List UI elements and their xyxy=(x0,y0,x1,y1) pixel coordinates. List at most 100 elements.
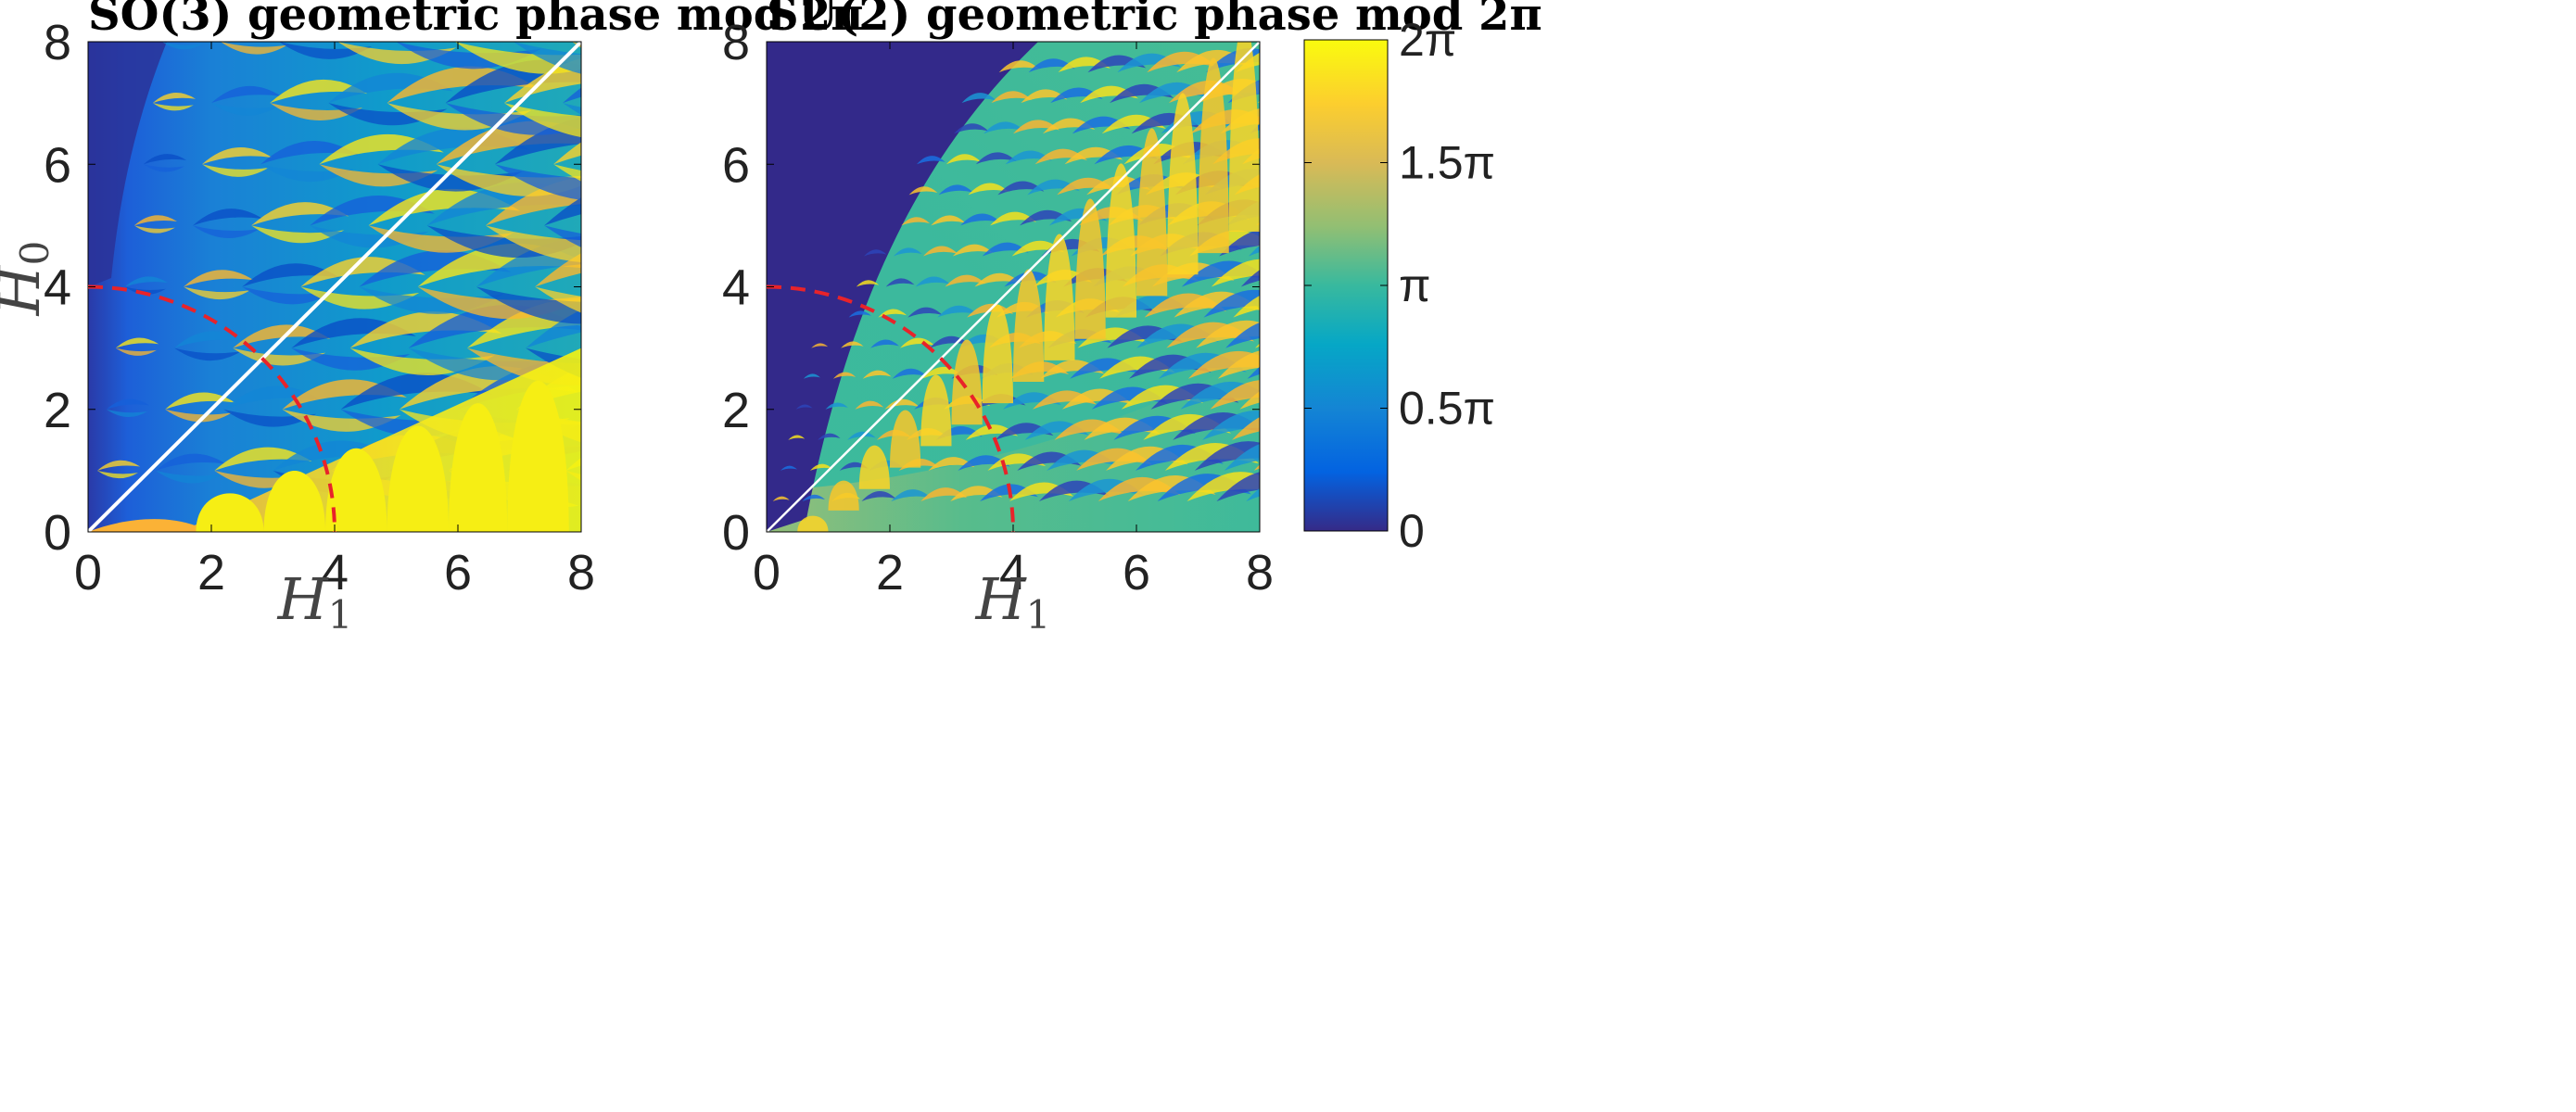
su2-fringe-arc xyxy=(982,242,1029,257)
su2-fringe-arc xyxy=(987,453,1047,471)
su2-fringe-arc xyxy=(931,215,966,226)
su2-fringe-arc xyxy=(825,402,848,410)
su2-fringe-arc xyxy=(975,152,1017,165)
su2-fringe-arc xyxy=(945,154,982,165)
so3-xtick-label: 0 xyxy=(74,545,102,600)
su2-fringe-arc xyxy=(997,181,1045,196)
su2-fringe-arc xyxy=(968,183,1009,196)
so3-fringe-arc xyxy=(96,460,141,471)
so3-fringe-arc xyxy=(242,286,336,305)
so3-fringe-arc xyxy=(494,164,581,200)
so3-dome xyxy=(507,380,569,532)
su2-fringe-arc xyxy=(1211,259,1260,287)
so3-fringe-arc xyxy=(223,385,322,410)
su2-fringe-arc xyxy=(1064,146,1123,165)
su2-fringe-arc xyxy=(1194,441,1260,471)
so3-fringe-arc xyxy=(535,253,581,287)
so3-fringe-arc xyxy=(260,164,354,183)
su2-fringe-arc xyxy=(1011,240,1065,257)
colorbar-ticks: 0 0.5π π 1.5π 2π xyxy=(1304,14,1495,557)
su2-fringe-arc xyxy=(1186,472,1260,501)
su2-fringe-arc xyxy=(935,426,983,440)
su2-fringe-arc xyxy=(885,278,915,287)
su2-dome xyxy=(1167,93,1199,275)
su2-dome xyxy=(1105,163,1136,318)
so3-fringe-arc xyxy=(233,324,331,348)
so3-fringe-arc xyxy=(184,270,254,287)
su2-fringe-arc xyxy=(855,400,884,410)
su2-xtick-label: 6 xyxy=(1123,545,1150,600)
su2-fringe-arc xyxy=(938,184,973,196)
so3-fringe-arc xyxy=(165,409,233,423)
colorbar-tick-label: 1.5π xyxy=(1399,137,1495,189)
so3-fringe-arc xyxy=(106,409,147,418)
so3-fringe-arc xyxy=(251,225,345,244)
so3-ytick-label: 4 xyxy=(44,260,71,316)
su2-fringe-arc xyxy=(928,457,975,471)
so3-fringe-arc xyxy=(156,453,226,471)
su2-fringe-arc xyxy=(899,337,935,348)
su2-fringe-arc xyxy=(795,404,813,410)
so3-fringe-arc xyxy=(133,225,175,234)
su2-fringe-arc xyxy=(1217,350,1260,379)
so3-fringe-arc xyxy=(233,348,326,366)
su2-ticks: 0 2 4 6 8 0 2 4 6 8 xyxy=(722,15,1274,600)
su2-fringe-arc xyxy=(1233,296,1260,318)
su2-dome xyxy=(797,515,829,532)
so3-fringe-arc xyxy=(156,470,223,484)
so3-fringe-arc xyxy=(211,85,282,104)
su2-fringe-arc xyxy=(998,60,1040,73)
so3-fringe-arc xyxy=(544,196,581,226)
su2-fringe-arc xyxy=(1187,350,1260,379)
su2-dark-region xyxy=(767,42,1038,532)
so3-dashed-circle xyxy=(87,284,336,533)
so3-fringe-arc xyxy=(211,103,278,116)
su2-fringe-arc xyxy=(920,487,968,501)
su2-fringe-arc xyxy=(884,398,920,410)
su2-fringe-arc xyxy=(847,431,876,440)
so3-fringe-arc xyxy=(124,286,166,295)
so3-fringe-arc xyxy=(476,286,581,324)
so3-fringe-arc xyxy=(152,92,197,104)
so3-fringe-arc xyxy=(223,409,317,427)
so3-fringe-arc xyxy=(202,147,273,165)
su2-xtick-label: 2 xyxy=(876,545,904,600)
su2-fringe-arc xyxy=(1249,245,1260,257)
so3-xtick-label: 6 xyxy=(444,545,472,600)
so3-fringe-arc xyxy=(174,348,242,361)
so3-fringe-arc xyxy=(260,140,359,165)
su2-fringe-arc xyxy=(1225,322,1260,348)
su2-fringe-arc xyxy=(1247,366,1260,379)
su2-fringe-arc xyxy=(1021,89,1068,104)
su2-fringe-arc xyxy=(1239,391,1260,410)
so3-fringe-arc xyxy=(193,208,263,226)
so3-fringe-arc xyxy=(553,164,581,182)
so3-dome xyxy=(449,403,508,532)
so3-ytick-label: 2 xyxy=(44,383,71,438)
su2-fringe-arc xyxy=(809,463,833,471)
su2-fringe-arc xyxy=(916,156,945,165)
so3-fringe-arc xyxy=(106,398,150,410)
so3-bottom-domes xyxy=(88,348,581,532)
su2-dome xyxy=(1044,234,1075,360)
su2-dome xyxy=(858,445,890,489)
so3-fringe-arc xyxy=(124,276,169,287)
so3-fringe-arc xyxy=(251,202,349,226)
su2-fringe-arc xyxy=(892,368,927,379)
su2-fringe-arc xyxy=(1257,100,1260,104)
so3-ticks: 0 2 4 6 8 0 2 4 6 8 xyxy=(44,15,595,600)
su2-fringe-arc xyxy=(907,307,943,318)
so3-fringe-arc xyxy=(544,225,581,247)
su2-fringe-arc xyxy=(983,121,1024,134)
su2-fringe-arc xyxy=(839,461,869,471)
su2-fringe-arc xyxy=(1216,472,1260,501)
su2-fringe-arc xyxy=(878,309,907,318)
so3-dome xyxy=(263,471,326,532)
colorbar-strip xyxy=(1303,39,1389,532)
su2-fringe-arc xyxy=(991,91,1032,104)
su2-fringe-arc xyxy=(1019,209,1072,226)
so3-ylabel: H0 xyxy=(0,241,57,317)
so3-fringe-arc xyxy=(165,392,235,410)
su2-fringe-arc xyxy=(958,455,1010,471)
su2-ytick-label: 8 xyxy=(722,15,750,70)
